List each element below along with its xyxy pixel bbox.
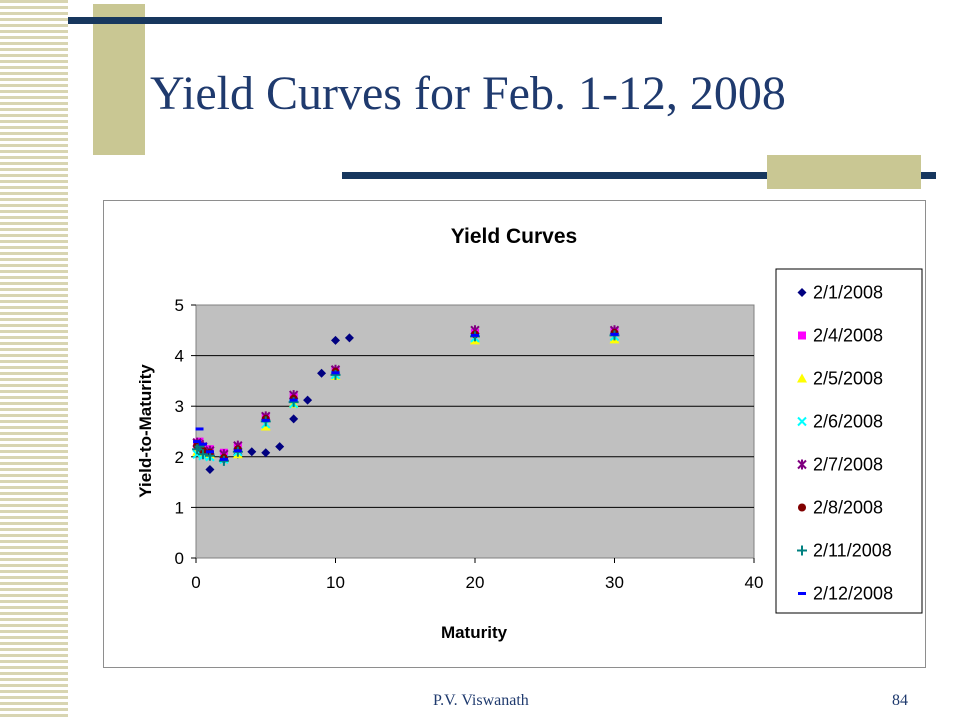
slide-title: Yield Curves for Feb. 1-12, 2008 — [150, 67, 786, 120]
data-point — [261, 448, 271, 458]
legend-marker — [797, 288, 807, 297]
data-point — [344, 333, 354, 343]
y-axis-label: Yield-to-Maturity — [136, 364, 155, 498]
decorative-navy-bar-top — [68, 17, 662, 24]
x-tick-label: 30 — [605, 573, 624, 592]
data-point — [275, 442, 285, 452]
legend-marker — [797, 459, 807, 470]
x-tick-label: 0 — [191, 573, 200, 592]
data-point — [247, 447, 257, 457]
legend-label: 2/5/2008 — [813, 369, 883, 389]
data-point — [317, 368, 327, 378]
data-point — [197, 449, 208, 460]
decorative-stripe-panel — [0, 0, 68, 720]
y-tick-label: 3 — [175, 397, 184, 416]
x-tick-label: 10 — [326, 573, 345, 592]
legend: 2/1/2008 2/4/2008 2/5/2008 2/6/2008 2/7/2008… — [775, 268, 923, 614]
x-tick-label: 40 — [745, 573, 764, 592]
footer-page-number: 84 — [892, 692, 908, 709]
plot-area: 0 1 2 3 4 5 0 10 20 30 40 — [175, 296, 764, 592]
decorative-tan-block-top — [93, 4, 145, 155]
chart-frame: Yield Curves Maturity Yield-to-Maturity … — [103, 200, 926, 668]
legend-label: 2/6/2008 — [813, 412, 883, 432]
legend-box — [775, 268, 923, 614]
x-axis-label: Maturity — [441, 623, 508, 642]
x-tick-label: 20 — [466, 573, 485, 592]
legend-label: 2/12/2008 — [813, 584, 893, 604]
series-7 — [193, 332, 619, 461]
y-tick-label: 2 — [175, 448, 184, 467]
plot-background — [195, 304, 755, 559]
footer-author: P.V. Viswanath — [433, 692, 529, 709]
legend-label: 2/4/2008 — [813, 326, 883, 346]
legend-label: 2/1/2008 — [813, 283, 883, 303]
data-point — [289, 414, 299, 424]
y-tick-label: 5 — [175, 296, 184, 315]
legend-label: 2/8/2008 — [813, 498, 883, 518]
legend-marker — [798, 331, 806, 340]
legend-marker — [797, 545, 807, 556]
data-point — [218, 455, 229, 466]
data-point — [331, 335, 340, 345]
legend-marker — [797, 416, 807, 427]
legend-label: 2/11/2008 — [813, 541, 892, 561]
legend-marker — [797, 373, 807, 383]
y-tick-label: 0 — [175, 549, 184, 568]
yield-curve-chart: Yield Curves Maturity Yield-to-Maturity … — [136, 225, 923, 642]
legend-label: 2/7/2008 — [813, 455, 883, 475]
data-point — [303, 395, 313, 405]
data-point — [205, 464, 215, 474]
legend-marker — [798, 503, 806, 512]
chart-title: Yield Curves — [451, 225, 577, 248]
decorative-navy-bar-mid — [342, 172, 936, 179]
decorative-tan-block-right — [767, 155, 921, 189]
y-tick-label: 1 — [175, 498, 184, 517]
y-tick-label: 4 — [175, 347, 184, 366]
